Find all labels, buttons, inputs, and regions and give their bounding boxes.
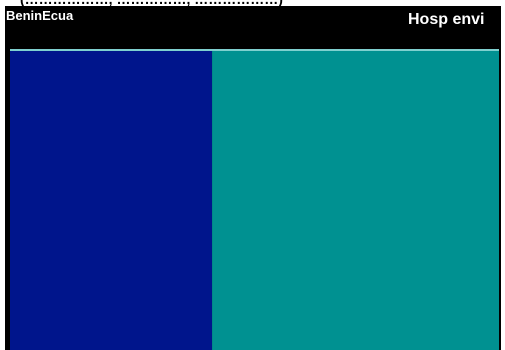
bars-group (10, 51, 500, 350)
category-label-benin-ecua: BeninEcua (6, 8, 74, 23)
tile-ecua (212, 51, 500, 350)
clipped-chart-title: (………………, ……………, ………………) (20, 0, 283, 7)
series-label-hosp-envi: Hosp envi (408, 11, 484, 28)
header-strip (10, 6, 499, 49)
header-divider (10, 49, 499, 51)
tile-benin (10, 51, 213, 350)
